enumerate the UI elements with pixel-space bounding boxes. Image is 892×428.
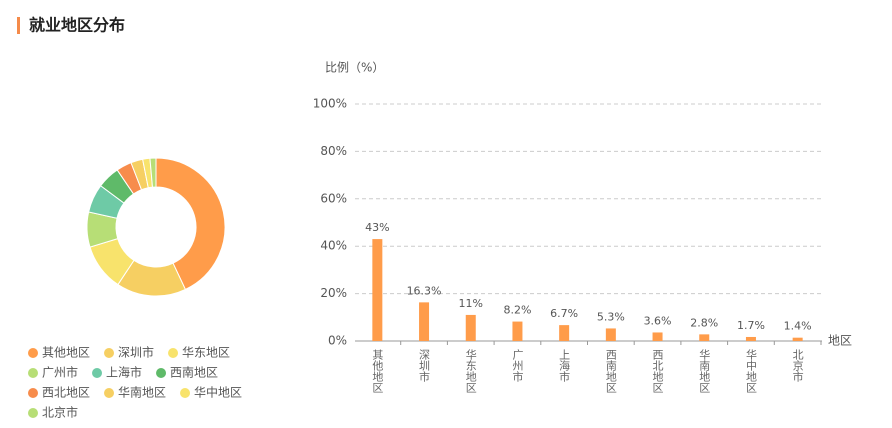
y-tick-label: 80% [320, 144, 347, 158]
legend-marker [28, 348, 38, 358]
legend-label: 广州市 [42, 365, 78, 380]
legend-marker [168, 348, 179, 358]
x-tick-label: 广州市 [511, 349, 524, 383]
legend-label: 西南地区 [170, 365, 218, 380]
legend-marker [180, 388, 191, 398]
legend-marker [104, 348, 115, 358]
value-label: 8.2% [503, 304, 531, 317]
y-tick-label: 20% [320, 286, 347, 300]
donut-slice [149, 157, 157, 188]
x-tick-label: 华南地区 [698, 348, 711, 393]
value-label: 2.8% [690, 316, 718, 329]
y-axis-label: 比例（%） [325, 61, 384, 75]
legend-marker [28, 388, 38, 398]
legend-label: 西北地区 [42, 386, 90, 400]
bar [512, 321, 523, 341]
legend-marker [156, 368, 167, 378]
x-tick-label: 上海市 [558, 349, 571, 383]
value-label: 43% [365, 221, 389, 234]
value-label: 5.3% [597, 310, 625, 323]
legend-label: 深圳市 [118, 345, 154, 360]
legend-label: 其他地区 [42, 346, 90, 360]
bar [745, 336, 756, 341]
page-title: 就业地区分布 [29, 16, 125, 35]
value-label: 1.7% [737, 319, 765, 332]
x-axis-label: 地区 [828, 334, 852, 348]
y-tick-label: 60% [320, 191, 347, 205]
x-tick-label: 西北地区 [651, 349, 664, 393]
legend-marker [92, 368, 103, 378]
bar [559, 325, 570, 341]
donut-slice [155, 157, 226, 291]
bar [372, 239, 383, 341]
value-label: 16.3% [407, 284, 442, 297]
legend-marker [28, 368, 38, 378]
bar [419, 302, 430, 341]
bar [605, 328, 616, 341]
legend-marker [104, 388, 115, 398]
value-label: 3.6% [644, 314, 672, 327]
value-label: 11% [459, 297, 483, 310]
bar [792, 337, 803, 341]
title-accent [17, 17, 20, 34]
value-label: 6.7% [550, 307, 578, 320]
x-tick-label: 西南地区 [604, 349, 617, 393]
bar [699, 334, 710, 341]
legend-label: 华南地区 [118, 385, 166, 400]
x-tick-label: 华东地区 [464, 348, 477, 393]
legend-label: 华东地区 [182, 346, 230, 360]
y-tick-label: 0% [328, 334, 347, 348]
legend-marker [28, 408, 38, 418]
x-tick-label: 深圳市 [418, 349, 431, 383]
legend-label: 北京市 [42, 405, 78, 420]
bar [465, 314, 476, 341]
y-tick-label: 100% [313, 97, 347, 111]
x-tick-label: 其他地区 [371, 349, 384, 393]
y-tick-label: 40% [320, 239, 347, 253]
bar [652, 332, 663, 341]
legend-label: 上海市 [106, 365, 142, 380]
x-tick-label: 北京市 [791, 349, 804, 383]
x-tick-label: 华中地区 [744, 348, 757, 393]
legend-label: 华中地区 [194, 385, 242, 400]
value-label: 1.4% [784, 320, 812, 333]
